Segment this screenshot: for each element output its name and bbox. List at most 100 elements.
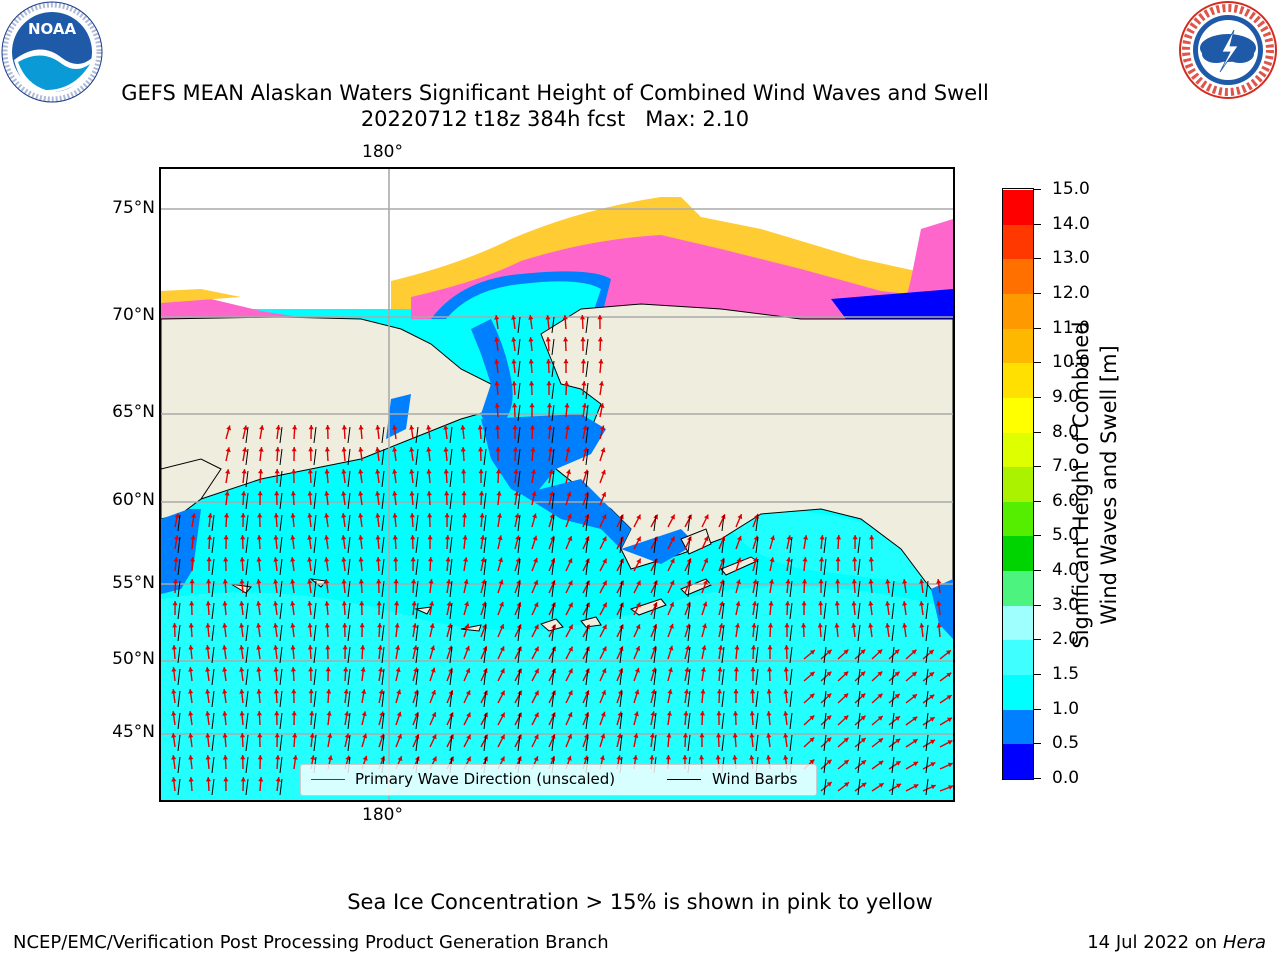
wind-barb [551,426,555,444]
wave-direction-arrowhead [685,623,691,629]
wind-barb [585,492,589,510]
wave-direction-arrowhead [868,579,874,584]
wave-direction-arrowhead [682,755,688,760]
wave-direction-arrowhead [428,579,434,584]
wind-barb [721,514,725,532]
wave-direction-arrowhead [171,777,177,782]
wind-barb [925,624,929,642]
wave-direction-arrowhead [241,469,247,474]
colorbar-tick [1034,327,1041,329]
colorbar-tick [1034,535,1041,537]
wave-direction-arrowhead [171,645,177,650]
wave-direction-arrowhead [768,601,774,606]
wave-direction-arrowhead [392,425,398,430]
wind-barb [619,624,623,642]
wave-direction-arrowhead [749,733,755,738]
wave-direction-arrowhead [819,535,825,540]
wind-barb [619,646,623,664]
wave-direction-arrowhead [616,755,622,760]
wave-direction-arrowhead [769,579,775,584]
wind-barb [245,536,249,554]
colorbar-tick [1034,396,1041,398]
wave-direction-arrowhead [633,733,639,738]
wave-direction-arrowhead [256,645,262,650]
wave-direction-arrowhead [292,733,298,738]
wave-direction-arrowhead [378,689,384,695]
wave-direction-arrowhead [911,671,917,677]
wave-direction-arrowhead [563,337,569,342]
wave-direction-arrowhead [464,623,470,629]
wave-direction-arrowhead [930,739,935,745]
wind-barb [823,712,827,730]
wave-direction-arrowhead [308,447,314,452]
wind-barb [415,602,419,620]
wave-direction-arrowhead [257,733,263,738]
wave-direction-arrowhead [362,733,368,739]
wind-barb [381,690,385,708]
wave-direction-legend-label: Primary Wave Direction (unscaled) [355,770,616,788]
wind-barb [449,492,453,510]
wave-direction-arrowhead [239,601,245,606]
wind-barb [687,558,691,576]
wave-direction-arrowhead [803,535,809,540]
wave-direction-arrowhead [428,557,434,562]
wind-barb [415,470,419,488]
wave-direction-arrowhead [273,601,279,606]
wind-barb [585,316,589,334]
wind-barb [279,756,283,774]
wind-barb [823,690,827,708]
wave-direction-arrowhead [913,784,919,789]
wave-direction-arrowhead [307,513,313,518]
wave-direction-arrowhead [171,755,177,760]
wave-direction-arrowhead [597,337,603,342]
wave-direction-arrowhead [636,558,641,564]
wind-barb [211,602,215,620]
wave-direction-arrowhead [188,755,194,760]
colorbar-title-line1: Significant Height of Combined [1069,321,1093,649]
wave-direction-arrowhead [394,623,400,628]
wave-direction-arrowhead [462,513,468,518]
wind-barb [857,668,861,686]
wave-direction-arrowhead [860,693,866,699]
wave-direction-arrowhead [534,668,539,674]
wind-barb [653,514,657,532]
wave-direction-arrowhead [749,755,755,760]
wave-direction-arrowhead [431,734,437,740]
wind-barb [449,536,453,554]
wave-direction-arrowhead [275,755,281,760]
wave-direction-arrowhead [466,756,471,762]
wind-barb [755,646,759,664]
wind-barb [585,514,589,532]
wave-direction-arrowhead [239,557,245,562]
wave-direction-arrowhead [412,645,418,651]
wind-barb [245,426,249,444]
wave-direction-arrowhead [783,711,789,716]
lat-label-50: 50°N [112,649,155,669]
colorbar-bin [1003,432,1033,468]
wave-direction-arrowhead [466,712,471,718]
wind-barb [551,338,555,356]
wave-direction-arrowhead [359,623,365,628]
wave-direction-arrowhead [274,711,280,716]
wave-direction-arrowhead [703,558,709,564]
wave-direction-arrowhead [410,557,416,562]
wave-direction-arrowhead [602,536,607,542]
wave-direction-arrowhead [852,535,858,540]
colorbar-tick-label: 5.0 [1052,525,1080,546]
wave-direction-arrowhead [258,447,264,452]
colorbar-bin [1003,674,1033,710]
wave-direction-arrowhead [477,425,483,430]
wave-direction-arrowhead [341,469,347,474]
wave-direction-arrowhead [930,762,936,767]
wave-direction-arrowhead [291,711,297,716]
wave-direction-arrowhead [547,425,553,430]
wave-direction-arrowhead [770,535,775,541]
wind-barb [517,338,521,356]
wave-direction-arrowhead [256,601,262,606]
wave-direction-arrowhead [529,425,535,430]
wave-direction-arrowhead [411,579,417,584]
wave-direction-arrowhead [375,447,381,452]
wind-barb [415,646,419,664]
wave-direction-arrowhead [375,513,381,518]
wave-direction-arrowhead [431,690,436,695]
